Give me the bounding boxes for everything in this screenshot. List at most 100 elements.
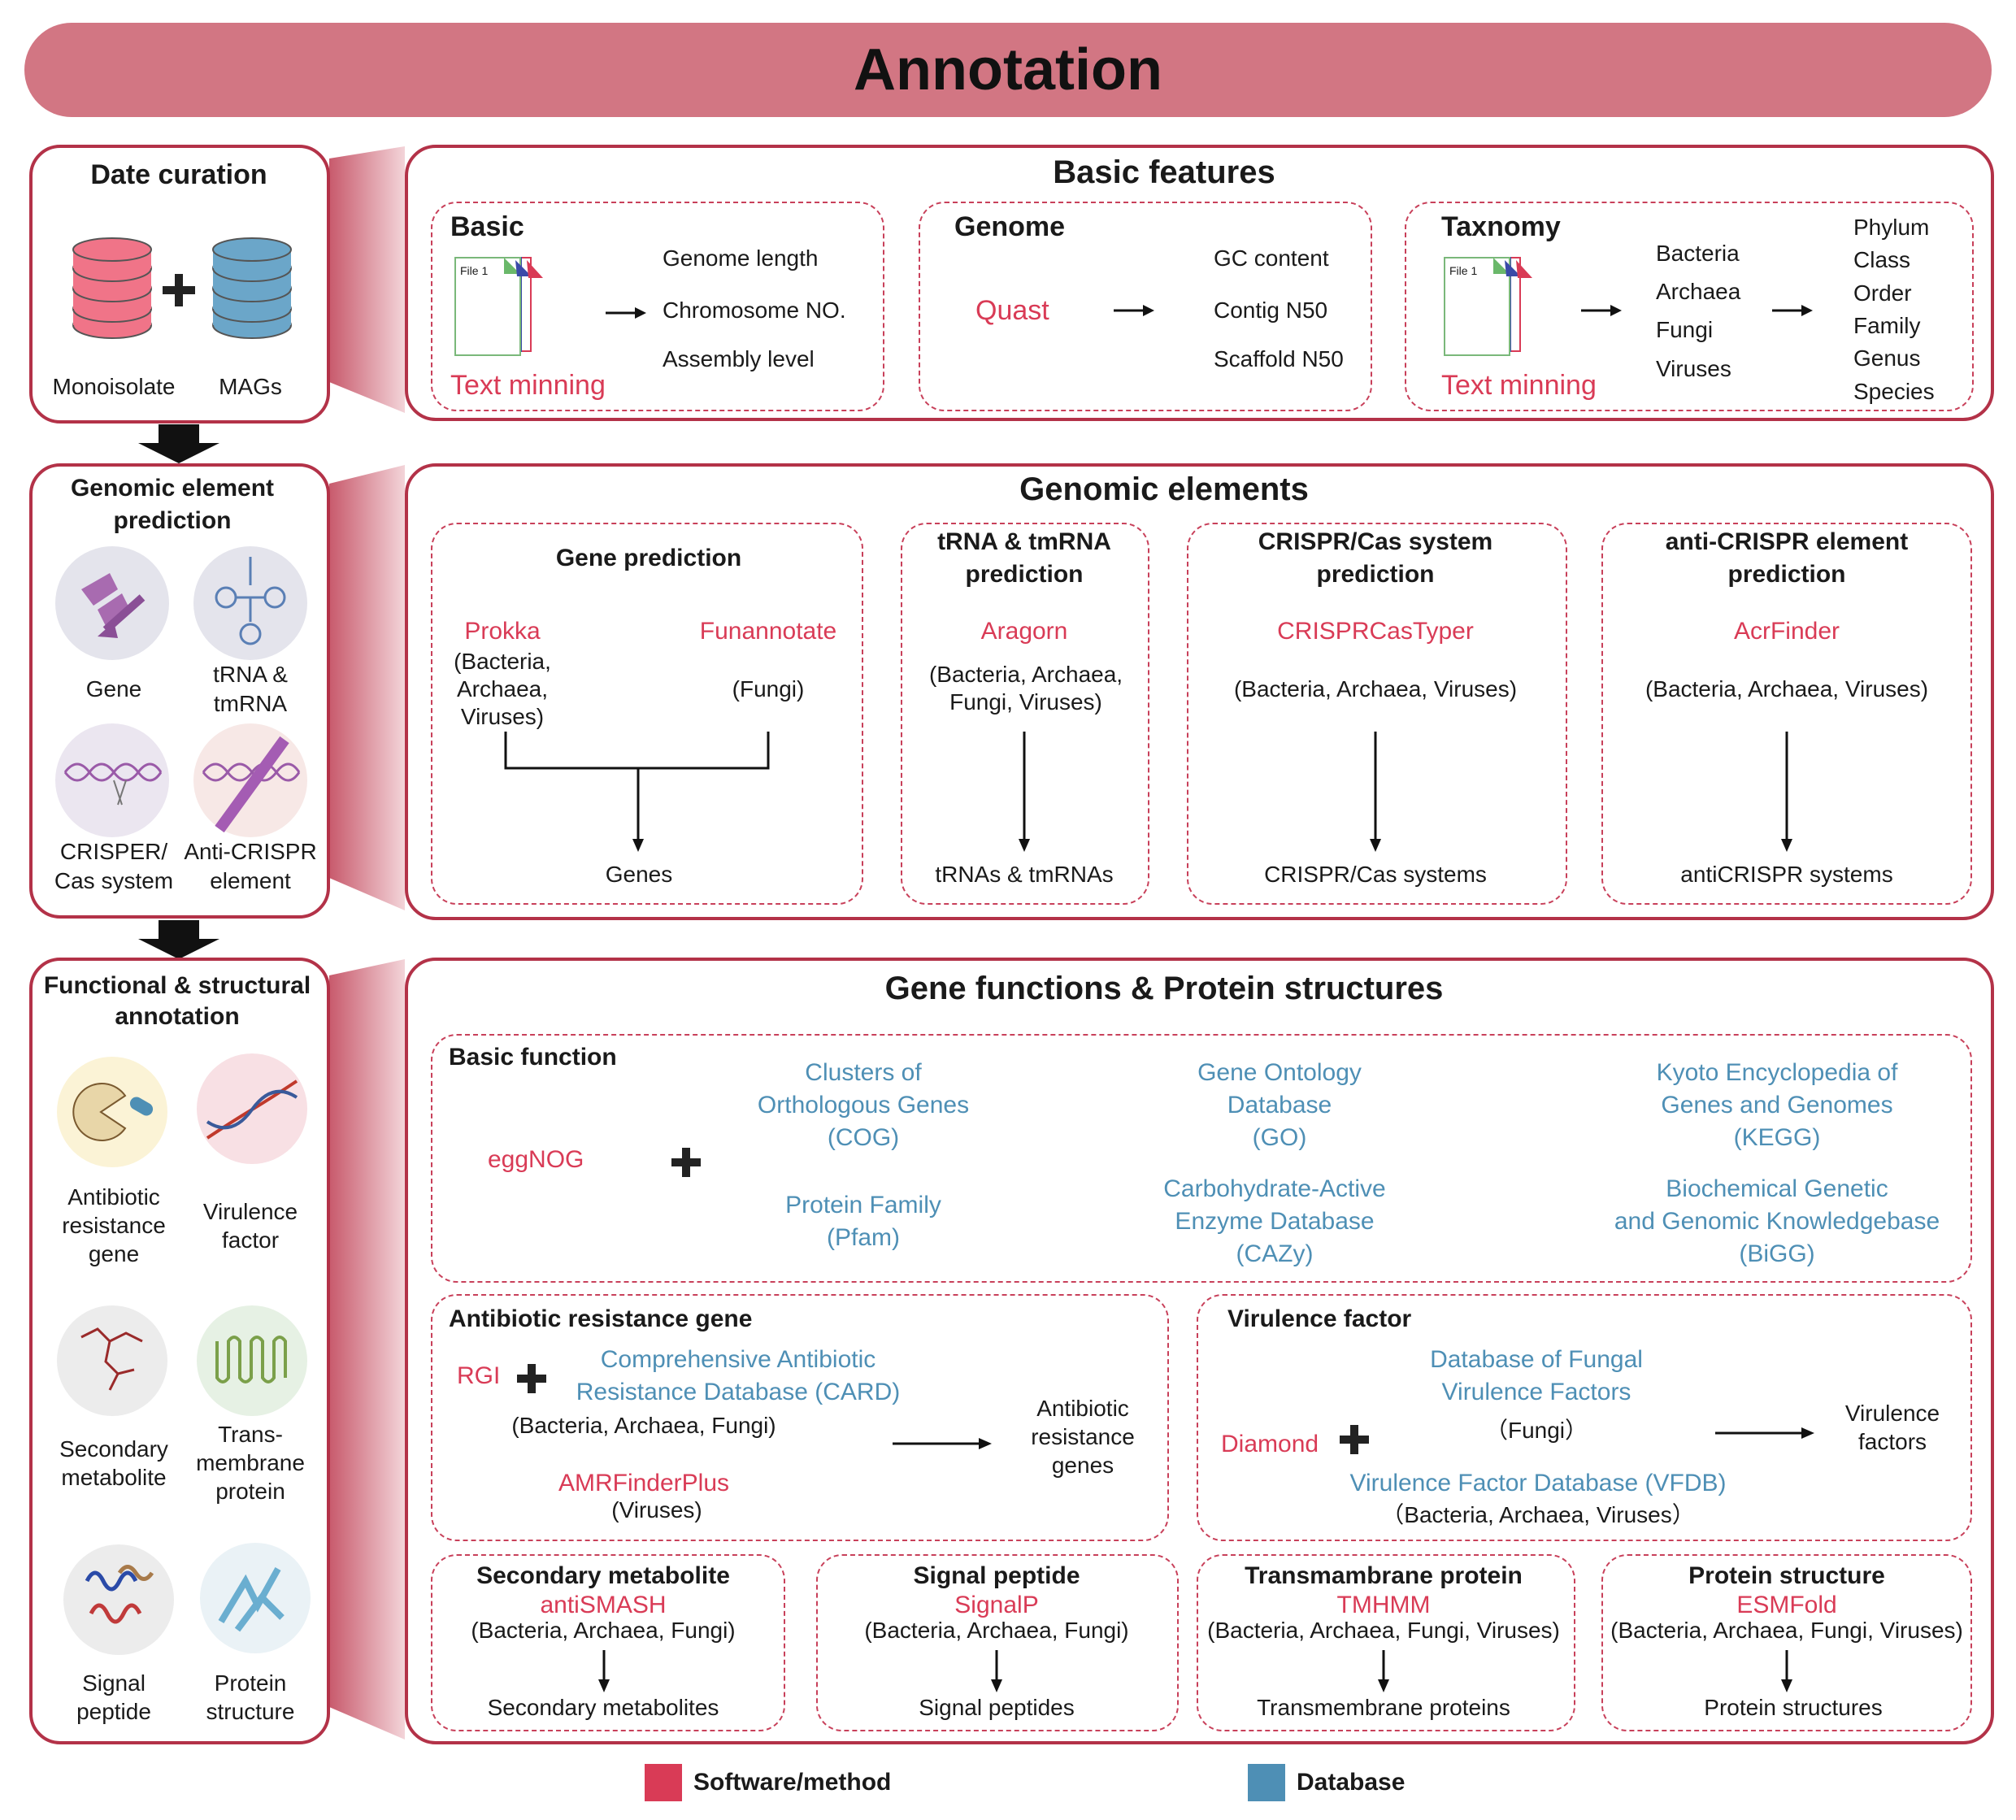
bigg-line2: and Genomic Knowledgebase (1614, 1208, 1940, 1235)
protein-structure-label-line2: structure (206, 1699, 295, 1724)
vf-output-line1: Virulence (1844, 1401, 1940, 1426)
vfdb-name: Virulence Factor Database (VFDB) (1349, 1470, 1727, 1496)
secondary-label-line1: Secondary (59, 1436, 168, 1462)
pacman-pill-icon (72, 1083, 154, 1141)
rank-class: Class (1853, 247, 1911, 272)
gc-content-output: GC content (1214, 245, 1329, 271)
file-label: File 1 (460, 264, 489, 277)
arg-title: Antibiotic resistance gene (449, 1305, 753, 1332)
arg-output-line3: genes (1051, 1453, 1114, 1478)
arrow-right-icon (1114, 305, 1154, 316)
ps-output: Protein structures (1704, 1695, 1883, 1720)
virulence-label-line2: factor (221, 1227, 280, 1253)
tm-output: Transmembrane proteins (1257, 1695, 1510, 1720)
arrow-right-icon (606, 307, 646, 319)
secondary-label-line2: metabolite (61, 1465, 167, 1490)
basic-function-section (431, 1034, 1972, 1283)
cog-line3: (COG) (827, 1124, 900, 1151)
gene-prediction-section (431, 523, 863, 905)
prokka-tool: Prokka (464, 618, 541, 645)
plus-icon (517, 1364, 546, 1393)
peptide-coil-icon (85, 1565, 154, 1624)
genomic-element-title-line2: prediction (113, 507, 232, 534)
card-line1: Comprehensive Antibiotic (600, 1346, 876, 1373)
basic-features-panel (405, 145, 1994, 421)
legend-software-label: Software/method (693, 1769, 892, 1796)
arg-output-line2: resistance (1031, 1424, 1135, 1449)
trna-title-line2: prediction (965, 561, 1084, 588)
arrow-down-icon (598, 1650, 610, 1692)
gene-functions-panel (405, 958, 1994, 1744)
protein-structure-section (1601, 1554, 1972, 1731)
anti-crispr-label-line1: Anti-CRISPR (184, 839, 317, 864)
contig-n50-output: Contig N50 (1214, 298, 1328, 323)
trna-structure-icon (215, 557, 286, 645)
functional-title-line2: annotation (115, 1003, 240, 1030)
tm-title: Transmambrane protein (1245, 1562, 1523, 1589)
signal-peptide-icon (63, 1544, 174, 1655)
genome-section (919, 202, 1372, 411)
antibiotic-label-line2: resistance (62, 1213, 166, 1238)
vf-scope1: （Fungi） (1484, 1418, 1588, 1443)
quast-method: Quast (975, 295, 1049, 326)
gene-prediction-title: Gene prediction (555, 545, 742, 571)
eggnog-tool: eggNOG (488, 1146, 584, 1173)
signal-peptide-label-line1: Signal (82, 1670, 146, 1696)
vf-scope2: （Bacteria, Archaea, Viruses） (1381, 1502, 1695, 1527)
acr-prediction-section (1601, 523, 1972, 905)
basic-function-title: Basic function (449, 1044, 617, 1071)
title-banner: Annotation (24, 23, 1992, 117)
data-curation-title: Date curation (90, 159, 267, 190)
ps-scope: (Bacteria, Archaea, Fungi, Viruses) (1610, 1618, 1963, 1643)
tm-scope: (Bacteria, Archaea, Fungi, Viruses) (1207, 1618, 1560, 1643)
crispr-label-line2: Cas system (54, 868, 174, 893)
acr-title-line1: anti-CRISPR element (1665, 528, 1909, 555)
file-stack-icon (454, 257, 543, 356)
plus-icon (163, 274, 195, 306)
sp-title: Signal peptide (913, 1562, 1080, 1589)
legend-database-swatch (1248, 1764, 1285, 1801)
genomic-elements-title: Genomic elements (1019, 471, 1309, 507)
sm-output: Secondary metabolites (487, 1695, 719, 1720)
kingdom-bacteria: Bacteria (1656, 241, 1740, 266)
cazy-line1: Carbohydrate-Active (1163, 1175, 1386, 1202)
prokka-scope-line2: Archaea, (456, 676, 549, 702)
virulence-factor-title: Virulence factor (1227, 1305, 1412, 1332)
ps-title: Protein structure (1688, 1562, 1885, 1589)
cog-line2: Orthologous Genes (757, 1092, 970, 1118)
legend-database-label: Database (1297, 1769, 1406, 1796)
taxonomy-section-title: Taxnomy (1441, 211, 1561, 242)
kegg-line1: Kyoto Encyclopedia of (1656, 1059, 1898, 1086)
tmhmm-tool: TMHMM (1336, 1592, 1431, 1618)
arg-scope1: (Bacteria, Archaea, Fungi) (511, 1413, 776, 1438)
trna-label-line1: tRNA & (213, 662, 288, 687)
file-stack-icon (1444, 257, 1532, 356)
merge-arrow-icon (504, 732, 770, 852)
arg-section (431, 1294, 1169, 1541)
genes-output: Genes (605, 862, 673, 887)
arg-output-line1: Antibiotic (1036, 1396, 1129, 1421)
rank-phylum: Phylum (1853, 215, 1930, 240)
genomic-element-panel (29, 463, 330, 919)
sp-scope: (Bacteria, Archaea, Fungi) (864, 1618, 1129, 1643)
gene-label: Gene (85, 676, 142, 702)
trna-output: tRNAs & tmRNAs (935, 862, 1114, 887)
pfam-line2: (Pfam) (827, 1224, 900, 1251)
arrow-down-icon (1781, 732, 1792, 852)
aragorn-scope-line2: Fungi, Viruses) (949, 689, 1102, 715)
genomic-element-title-line1: Genomic element (70, 475, 275, 502)
acrfinder-scope: (Bacteria, Archaea, Viruses) (1645, 676, 1929, 702)
transmembrane-label-line1: Trans- (218, 1422, 283, 1447)
taxonomy-section (1405, 202, 1974, 411)
acrfinder-tool: AcrFinder (1733, 618, 1840, 645)
rank-order: Order (1853, 280, 1912, 306)
scaffold-n50-output: Scaffold N50 (1214, 346, 1344, 371)
prokka-scope-line3: Viruses) (460, 704, 545, 729)
antibiotic-label-line3: gene (88, 1241, 140, 1266)
arrow-down-icon (1781, 1650, 1792, 1692)
monoisolate-label: Monoisolate (52, 374, 176, 399)
amrfinderplus-tool: AMRFinderPlus (558, 1470, 730, 1496)
kingdom-archaea: Archaea (1656, 279, 1741, 304)
crisprcastyper-tool: CRISPRCasTyper (1277, 618, 1474, 645)
crispr-title-line2: prediction (1316, 561, 1435, 588)
